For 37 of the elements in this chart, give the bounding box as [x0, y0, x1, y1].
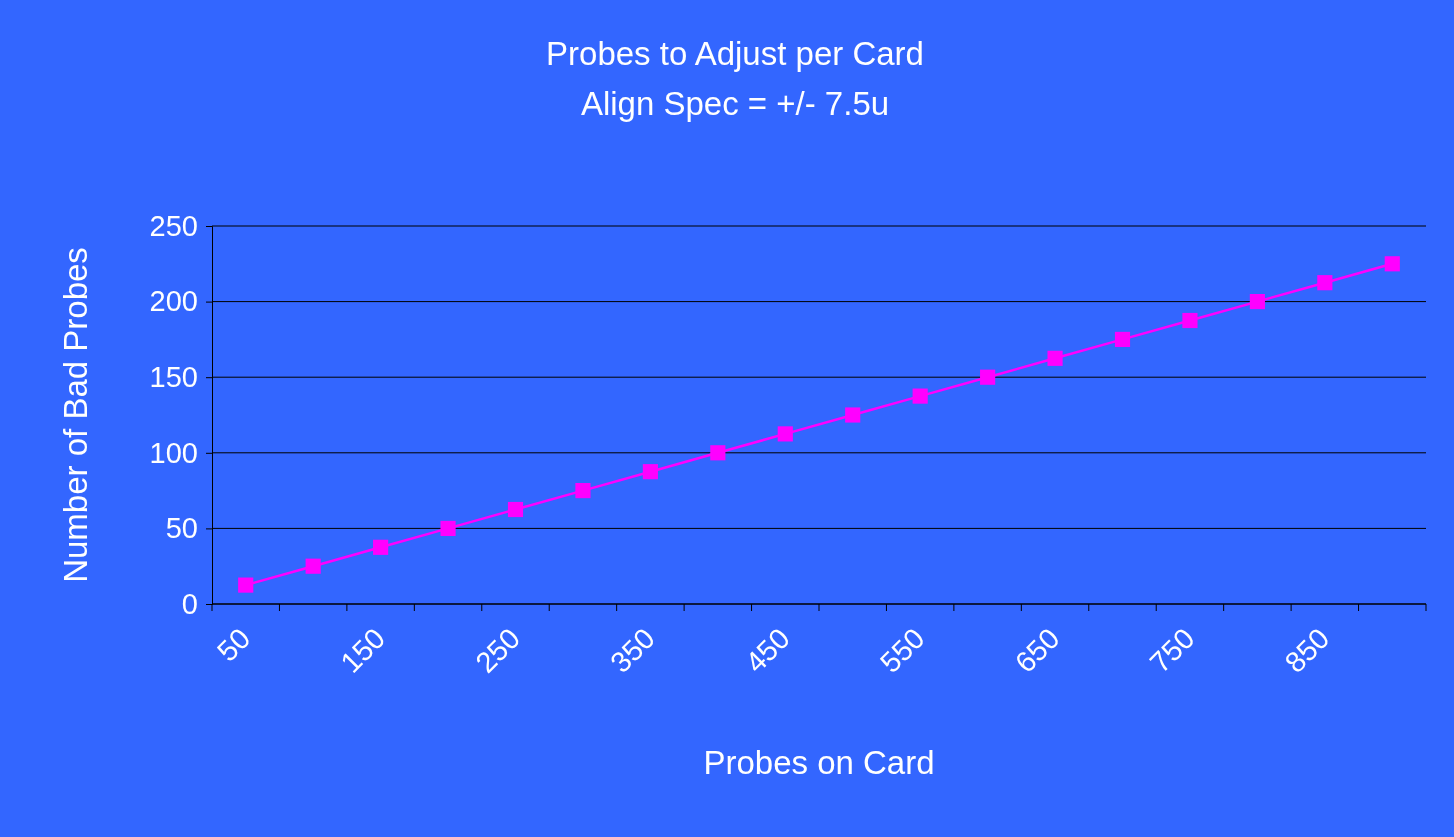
y-tick-label: 200 — [149, 285, 198, 318]
x-tick-label: 150 — [334, 621, 392, 679]
point — [642, 464, 658, 480]
point — [912, 388, 928, 404]
point — [1047, 350, 1063, 366]
y-tick-label: 50 — [165, 512, 198, 545]
x-tick-label: 50 — [210, 621, 257, 668]
chart-title: Probes to Adjust per Card — [546, 35, 924, 72]
point — [305, 558, 321, 574]
point — [1114, 331, 1131, 347]
x-tick-label: 250 — [469, 621, 527, 679]
y-tick-label: 100 — [149, 436, 198, 469]
point — [1182, 312, 1198, 329]
point — [1249, 294, 1265, 310]
x-tick-label: 750 — [1143, 621, 1201, 679]
y-tick-label: 0 — [181, 587, 198, 620]
point — [710, 445, 726, 461]
point — [440, 520, 456, 536]
point — [575, 483, 591, 499]
point — [1384, 256, 1400, 272]
y-tick-label: 250 — [149, 209, 198, 242]
point — [777, 426, 793, 442]
point — [373, 539, 389, 555]
point — [980, 369, 996, 385]
y-tick-label: 150 — [149, 360, 198, 393]
y-axis-title: Number of Bad Probes — [57, 247, 94, 583]
x-tick-label: 650 — [1008, 621, 1066, 679]
point — [507, 501, 524, 518]
x-tick-label: 550 — [873, 621, 931, 679]
x-tick-label: 850 — [1278, 621, 1336, 679]
point — [845, 407, 861, 423]
point — [1317, 275, 1333, 291]
x-axis-title: Probes on Card — [703, 744, 935, 781]
x-tick-label: 350 — [604, 621, 661, 679]
point — [238, 577, 254, 593]
x-tick-label: 450 — [739, 621, 796, 679]
chart-subtitle: Align Spec = +/- 7.5u — [580, 85, 890, 122]
